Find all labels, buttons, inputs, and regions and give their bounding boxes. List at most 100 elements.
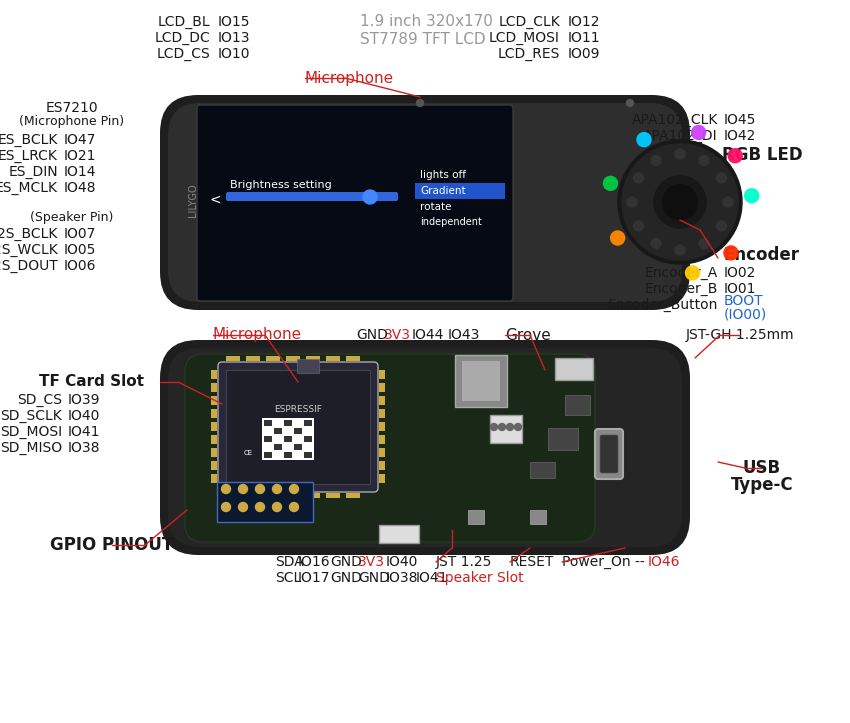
Text: IO38: IO38 <box>386 571 418 585</box>
Circle shape <box>654 176 706 228</box>
Circle shape <box>490 424 497 430</box>
Bar <box>211 461 217 470</box>
Text: IO15: IO15 <box>218 15 251 29</box>
FancyBboxPatch shape <box>160 340 690 555</box>
Text: IO46: IO46 <box>648 555 681 569</box>
FancyBboxPatch shape <box>197 105 513 301</box>
Bar <box>548 428 578 450</box>
Text: I2S_WCLK: I2S_WCLK <box>0 243 58 257</box>
Text: ES_BCLK: ES_BCLK <box>0 133 58 147</box>
Circle shape <box>633 173 643 183</box>
Bar <box>266 493 280 498</box>
Text: SDA: SDA <box>275 555 303 569</box>
Bar <box>211 422 217 431</box>
Text: Brightness setting: Brightness setting <box>230 180 332 190</box>
Bar <box>304 420 312 426</box>
Text: Power_On --: Power_On -- <box>562 555 645 569</box>
Text: IO41: IO41 <box>416 571 449 585</box>
Text: IO39: IO39 <box>68 393 100 407</box>
Bar <box>379 383 385 392</box>
Bar <box>284 452 292 458</box>
Bar <box>379 435 385 444</box>
Text: SD_SCLK: SD_SCLK <box>0 409 62 423</box>
Text: Microphone: Microphone <box>305 71 394 85</box>
FancyBboxPatch shape <box>160 95 690 310</box>
FancyBboxPatch shape <box>600 435 618 473</box>
Text: IO38: IO38 <box>68 441 100 455</box>
Text: LCD_MOSI: LCD_MOSI <box>489 31 560 45</box>
Text: LCD_DC: LCD_DC <box>154 31 210 45</box>
Text: SD_CS: SD_CS <box>17 393 62 407</box>
Bar <box>379 409 385 418</box>
Circle shape <box>256 484 264 494</box>
Bar <box>274 444 282 450</box>
Bar <box>415 183 505 199</box>
Text: <: < <box>209 193 221 207</box>
Bar <box>379 474 385 483</box>
Text: RGB LED: RGB LED <box>722 146 802 164</box>
Text: IO40: IO40 <box>386 555 418 569</box>
Text: ES7210: ES7210 <box>46 101 99 115</box>
Bar <box>211 409 217 418</box>
Text: USB: USB <box>743 459 781 477</box>
Text: (Speaker Pin): (Speaker Pin) <box>31 212 114 225</box>
Bar <box>284 420 292 426</box>
Text: ES_MCLK: ES_MCLK <box>0 181 58 195</box>
Circle shape <box>618 140 742 264</box>
Circle shape <box>610 231 625 245</box>
Text: 1.9 inch 320x170: 1.9 inch 320x170 <box>360 14 493 30</box>
Bar <box>217 482 313 522</box>
Text: JST-GH 1.25mm: JST-GH 1.25mm <box>686 328 794 342</box>
Circle shape <box>663 184 697 219</box>
Text: APA102_DI: APA102_DI <box>643 129 718 143</box>
Bar <box>379 422 385 431</box>
Text: 3V3: 3V3 <box>358 555 385 569</box>
Circle shape <box>416 100 423 106</box>
Bar <box>530 462 555 478</box>
Text: CE: CE <box>243 450 252 456</box>
Circle shape <box>626 100 633 106</box>
Bar <box>246 493 260 498</box>
Text: GPIO PINOUT: GPIO PINOUT <box>50 536 173 554</box>
Text: LILYGO: LILYGO <box>188 183 198 217</box>
Text: 3V3: 3V3 <box>384 328 411 342</box>
Circle shape <box>239 484 247 494</box>
Bar <box>304 452 312 458</box>
Circle shape <box>717 221 727 231</box>
Bar <box>306 356 320 361</box>
Circle shape <box>290 502 298 511</box>
Circle shape <box>728 149 742 163</box>
Bar <box>286 493 300 498</box>
Text: GND: GND <box>330 555 362 569</box>
Bar <box>326 356 340 361</box>
Bar <box>211 448 217 457</box>
Text: LCD_CS: LCD_CS <box>156 47 210 61</box>
Bar <box>294 444 302 450</box>
Bar <box>211 474 217 483</box>
Circle shape <box>633 221 643 231</box>
Text: rotate: rotate <box>420 202 451 212</box>
Circle shape <box>723 197 733 207</box>
Text: SD_MISO: SD_MISO <box>0 441 62 455</box>
Bar <box>246 356 260 361</box>
Circle shape <box>651 155 661 166</box>
Text: Type-C: Type-C <box>731 476 793 494</box>
Bar <box>379 525 419 543</box>
Text: IO06: IO06 <box>64 259 97 273</box>
Circle shape <box>222 484 230 494</box>
Text: GND: GND <box>358 571 390 585</box>
Circle shape <box>651 239 661 249</box>
Bar <box>468 510 484 524</box>
Text: IO09: IO09 <box>568 47 600 61</box>
Text: IO43: IO43 <box>448 328 480 342</box>
Text: ES_LRCK: ES_LRCK <box>0 149 58 163</box>
Circle shape <box>622 144 738 260</box>
Text: I2S_BCLK: I2S_BCLK <box>0 227 58 241</box>
Bar <box>306 493 320 498</box>
Text: SCL: SCL <box>275 571 301 585</box>
Bar <box>266 356 280 361</box>
Circle shape <box>273 484 281 494</box>
Circle shape <box>290 484 298 494</box>
Bar <box>294 428 302 434</box>
Text: IO41: IO41 <box>68 425 100 439</box>
